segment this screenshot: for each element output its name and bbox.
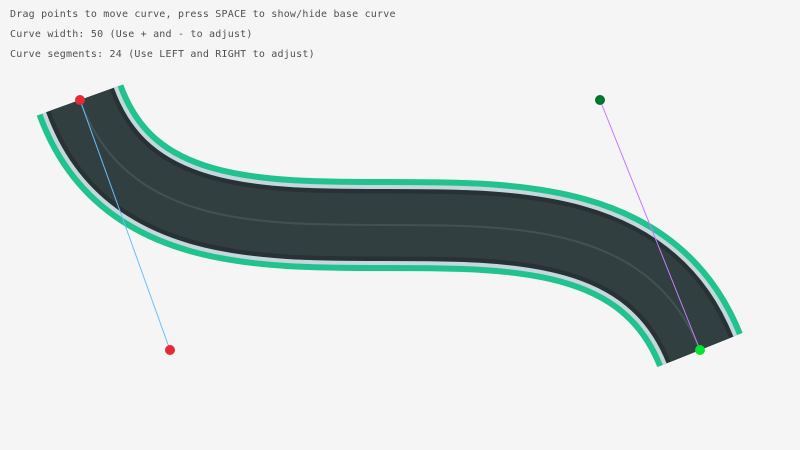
instruction-drag: Drag points to move curve, press SPACE t… (10, 9, 396, 20)
instruction-segments: Curve segments: 24 (Use LEFT and RIGHT t… (10, 49, 315, 60)
end-tangent-line (599, 99, 701, 351)
start-tangent-line (79, 99, 171, 351)
start-point-handle[interactable] (75, 95, 85, 105)
instruction-width: Curve width: 50 (Use + and - to adjust) (10, 29, 253, 40)
road-lane (79, 99, 701, 351)
end-tangent-handle[interactable] (595, 95, 605, 105)
start-tangent-handle[interactable] (165, 345, 175, 355)
textured-curve (36, 82, 743, 369)
end-point-handle[interactable] (695, 345, 705, 355)
